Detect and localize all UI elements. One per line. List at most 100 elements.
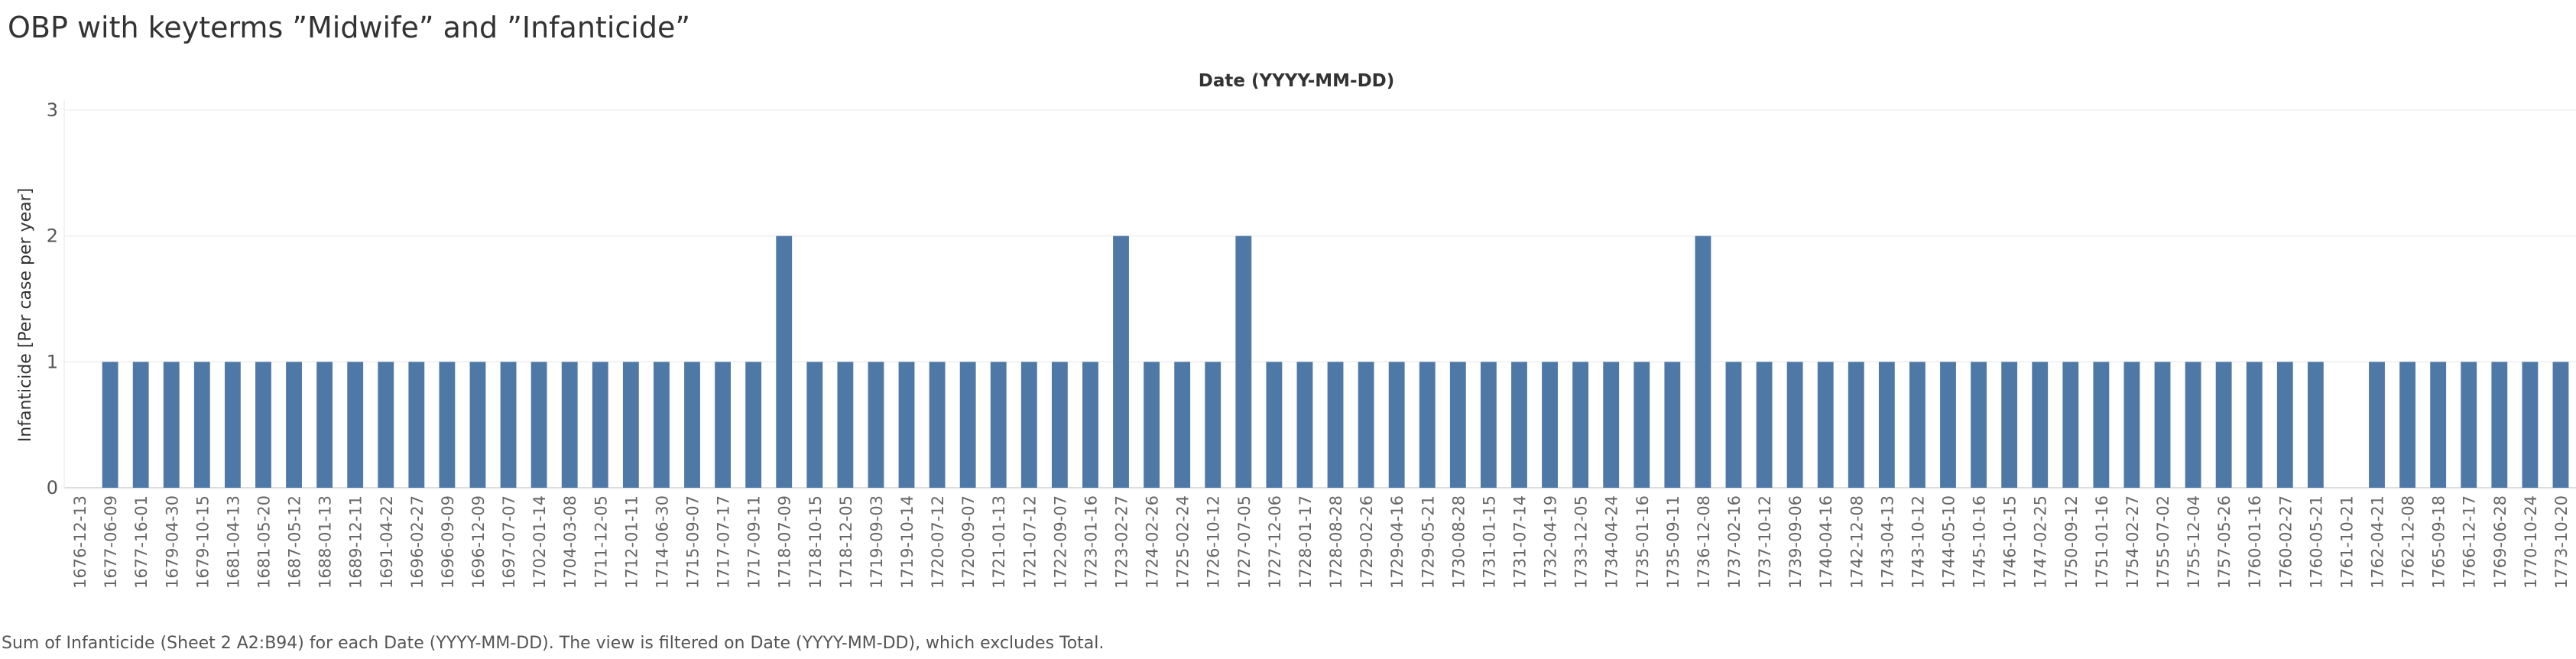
bar [255, 362, 271, 488]
bar [2154, 362, 2171, 488]
bar [2246, 362, 2263, 488]
bar [990, 362, 1007, 488]
bar [224, 362, 241, 488]
x-tick-label: 1760-02-27 [2276, 495, 2295, 589]
x-tick-label: 1723-01-16 [1082, 495, 1100, 589]
bar [2430, 362, 2447, 488]
x-tick-label: 1730-08-28 [1449, 495, 1468, 589]
bar [1144, 362, 1160, 488]
x-tick-label: 1755-12-04 [2185, 495, 2203, 589]
bar [1082, 362, 1098, 488]
x-tick-label: 1681-04-13 [224, 495, 242, 589]
bar [2093, 362, 2110, 488]
bar [1786, 362, 1803, 488]
x-tick-label: 1742-12-08 [1848, 495, 1866, 589]
y-axis-ticks: 0 1 2 3 [47, 99, 58, 498]
bar [530, 362, 547, 488]
x-tick-label: 1750-09-12 [2062, 495, 2081, 589]
chart-title: OBP with keyterms ”Midwife” and ”Infanti… [8, 11, 691, 44]
x-tick-label: 1718-12-05 [837, 495, 855, 589]
x-tick-label: 1725-02-24 [1174, 495, 1192, 589]
x-tick-label: 1677-06-09 [102, 495, 120, 589]
x-tick-label: 1726-10-12 [1205, 495, 1223, 589]
bar [316, 362, 333, 488]
bar [469, 362, 486, 488]
bar [1480, 362, 1497, 488]
bar [378, 362, 394, 488]
bar [102, 362, 118, 488]
bar [2032, 362, 2049, 488]
bar [684, 362, 700, 488]
bar [1051, 362, 1068, 488]
bar [1419, 362, 1436, 488]
y-tick-label: 0 [47, 477, 58, 498]
x-tick-label: 1733-12-05 [1572, 495, 1591, 589]
x-tick-label: 1681-05-20 [255, 495, 273, 589]
x-tick-label: 1735-09-11 [1664, 495, 1682, 589]
x-tick-label: 1761-10-21 [2338, 495, 2356, 589]
x-tick-label: 1723-02-27 [1113, 495, 1131, 589]
caption: Sum of Infanticide (Sheet 2 A2:B94) for … [2, 634, 1105, 653]
x-tick-label: 1720-07-12 [929, 495, 947, 589]
x-tick-label: 1760-05-21 [2307, 495, 2325, 589]
bar [1909, 362, 1926, 488]
y-tick-label: 1 [47, 351, 58, 372]
bar [1113, 235, 1129, 488]
x-tick-label: 1743-04-13 [1878, 495, 1896, 589]
x-tick-label: 1729-02-26 [1358, 495, 1376, 589]
bar [1266, 362, 1283, 488]
x-tick-label: 1743-10-12 [1909, 495, 1927, 589]
bar [1358, 362, 1374, 488]
x-tick-label: 1762-04-21 [2369, 495, 2387, 589]
x-tick-label: 1736-12-08 [1695, 495, 1713, 589]
x-tick-label: 1724-02-26 [1144, 495, 1162, 589]
x-tick-label: 1697-07-07 [500, 495, 518, 589]
bar [2399, 362, 2416, 488]
bar [1603, 362, 1620, 488]
bar [408, 362, 425, 488]
x-tick-label: 1711-12-05 [592, 495, 610, 589]
bar [715, 362, 731, 488]
bar [2001, 362, 2018, 488]
bar [1971, 362, 1987, 488]
x-tick-label: 1769-06-28 [2491, 495, 2509, 589]
x-axis-ticks: 1676-12-13 1677-06-09 1677-16-01 1679-04-30… [71, 495, 2571, 589]
bar [2369, 362, 2385, 488]
bar [2215, 362, 2232, 488]
bar [837, 362, 854, 488]
bar [1174, 362, 1191, 488]
bar [132, 362, 149, 488]
bar [1542, 362, 1558, 488]
bar [2491, 362, 2508, 488]
bar [1296, 362, 1313, 488]
x-tick-label: 1757-05-26 [2215, 495, 2234, 589]
bar [1327, 362, 1344, 488]
x-tick-label: 1719-10-14 [898, 495, 917, 589]
bar [1511, 362, 1527, 488]
bars [102, 235, 2569, 488]
x-tick-label: 1746-10-15 [2001, 495, 2020, 589]
x-tick-label: 1691-04-22 [378, 495, 396, 589]
x-tick-label: 1721-07-12 [1020, 495, 1039, 589]
x-tick-label: 1765-09-18 [2430, 495, 2448, 589]
bar [745, 362, 762, 488]
bar [439, 362, 456, 488]
x-tick-label: 1751-01-16 [2093, 495, 2111, 589]
x-tick-label: 1728-01-17 [1296, 495, 1315, 589]
x-tick-label: 1677-16-01 [132, 495, 151, 589]
x-tick-label: 1734-04-24 [1603, 495, 1621, 589]
bar [1817, 362, 1834, 488]
x-tick-label: 1762-12-08 [2399, 495, 2418, 589]
x-tick-label: 1766-12-17 [2461, 495, 2479, 589]
bar [1940, 362, 1956, 488]
x-tick-label: 1715-09-07 [684, 495, 702, 589]
bar [1572, 362, 1589, 488]
x-tick-label: 1731-01-15 [1480, 495, 1498, 589]
bar [1756, 362, 1773, 488]
x-tick-label: 1702-01-14 [530, 495, 549, 589]
bar [193, 362, 210, 488]
y-tick-label: 3 [47, 99, 58, 121]
x-tick-label: 1687-05-12 [286, 495, 304, 589]
bar [2062, 362, 2079, 488]
x-tick-label: 1732-04-19 [1542, 495, 1560, 589]
